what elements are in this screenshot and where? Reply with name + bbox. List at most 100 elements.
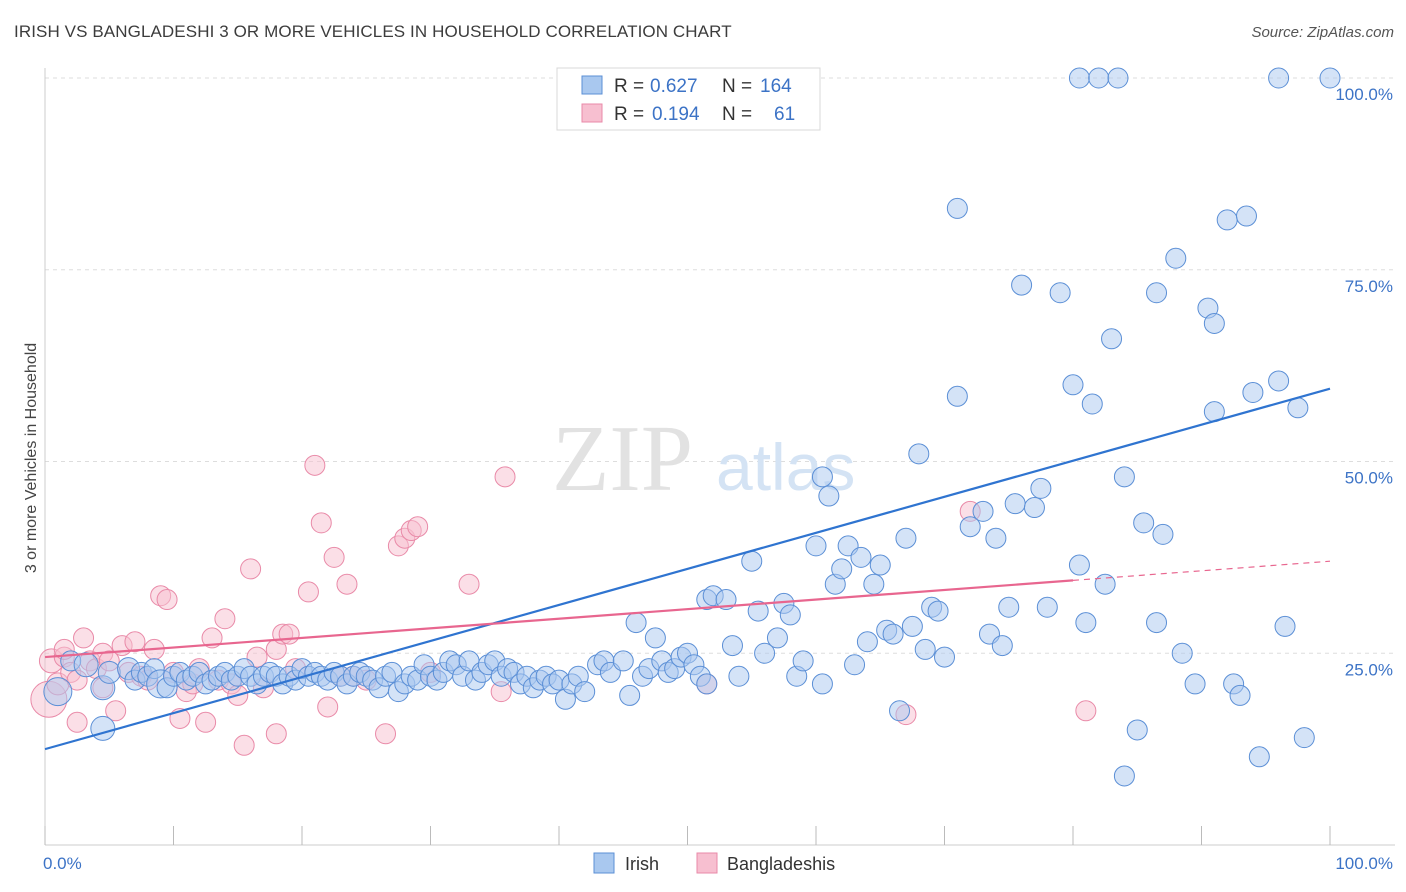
bangla-point-45: [310, 512, 332, 534]
irish-point-118: [869, 554, 891, 576]
irish-point-101: [747, 600, 769, 622]
irish-point-173: [1107, 67, 1129, 89]
irish-point-109: [811, 466, 833, 488]
irish-point-171: [1068, 67, 1090, 89]
irish-point-134: [991, 635, 1013, 657]
irish-swatch: [581, 75, 603, 95]
bangla-point-44: [304, 454, 326, 476]
y-tick-label-3: 100.0%: [1335, 85, 1393, 104]
irish-point-162: [1242, 381, 1264, 403]
bangla-point-46: [317, 696, 339, 718]
irish-point-153: [1152, 523, 1174, 545]
irish-r-value: 0.627: [650, 76, 698, 97]
bangla-point-55: [407, 516, 429, 538]
bangla-point-17: [124, 631, 146, 653]
legend-bangla-label: Bangladeshis: [727, 854, 835, 874]
y-tick-label-2: 75.0%: [1345, 277, 1393, 296]
irish-point-82: [619, 684, 641, 706]
irish-point-110: [818, 485, 840, 507]
watermark-zip: ZIP: [552, 407, 693, 511]
irish-point-159: [1216, 209, 1238, 231]
irish-point-127: [927, 600, 949, 622]
irish-point-133: [985, 527, 1007, 549]
series-legend: Irish Bangladeshis: [593, 852, 835, 874]
irish-point-136: [1004, 493, 1026, 515]
stats-legend: R = 0.627 N = 164 R = 0.194 N = 61: [556, 67, 821, 131]
bangla-point-22: [156, 589, 178, 611]
bangla-point-49: [336, 573, 358, 595]
irish-point-117: [863, 573, 885, 595]
bangla-point-47: [323, 546, 345, 568]
bangla-point-29: [201, 627, 223, 649]
irish-point-139: [1030, 477, 1052, 499]
bangla-r-value: 0.194: [652, 104, 700, 125]
irish-point-128: [934, 646, 955, 668]
irish-point-99: [728, 665, 750, 687]
irish-point-4: [90, 715, 116, 741]
bangla-r-label: R =: [614, 104, 644, 125]
irish-point-172: [1088, 67, 1110, 89]
bangla-point-60: [375, 723, 397, 745]
bangla-trend-line: [44, 579, 1074, 659]
irish-point-116: [856, 631, 878, 653]
y-axis-label: 3 or more Vehicles in Household: [23, 343, 40, 573]
irish-point-114: [844, 654, 866, 676]
source-label: Source: ZipAtlas.com: [1251, 24, 1394, 41]
bangla-point-35: [240, 558, 262, 580]
irish-point-129: [946, 385, 968, 407]
irish-point-124: [908, 443, 930, 465]
irish-point-102: [754, 642, 776, 664]
bangla-point-6: [66, 711, 88, 733]
bangla-trend-extension: [1072, 560, 1331, 581]
irish-point-135: [998, 596, 1020, 618]
irish-point-0: [43, 677, 73, 707]
irish-point-94: [696, 673, 718, 695]
x-tick-label-0: 0.0%: [43, 854, 82, 873]
x-tick-label-1: 100.0%: [1335, 854, 1393, 873]
irish-point-131: [972, 500, 994, 522]
y-tick-label-1: 50.0%: [1345, 469, 1393, 488]
irish-point-140: [1036, 596, 1058, 618]
irish-point-120: [882, 623, 904, 645]
irish-point-138: [1023, 497, 1045, 519]
irish-point-177: [1268, 67, 1290, 89]
legend-irish-swatch: [593, 852, 615, 874]
bangla-n-label: N =: [722, 104, 752, 125]
bangla-n-value: 61: [774, 104, 795, 125]
irish-point-151: [1146, 282, 1168, 304]
irish-point-122: [895, 527, 917, 549]
irish-n-value: 164: [760, 76, 792, 97]
irish-trend-line: [44, 387, 1331, 751]
irish-point-174: [1203, 312, 1225, 334]
irish-point-81: [612, 650, 634, 672]
irish-point-150: [1133, 512, 1155, 534]
irish-point-108: [805, 535, 827, 557]
irish-point-130: [959, 516, 981, 538]
irish-point-156: [1184, 673, 1206, 695]
bangla-point-43: [297, 581, 319, 603]
irish-point-97: [715, 589, 737, 611]
irish-point-163: [1248, 746, 1270, 768]
irish-point-168: [811, 673, 833, 695]
irish-point-112: [831, 558, 853, 580]
chart-title: IRISH VS BANGLADESHI 3 OR MORE VEHICLES …: [14, 22, 732, 41]
legend-irish-label: Irish: [625, 854, 659, 874]
irish-point-148: [1113, 466, 1135, 488]
irish-point-154: [1165, 247, 1187, 269]
irish-r-label: R =: [614, 76, 644, 97]
irish-point-105: [779, 604, 801, 626]
irish-point-170: [946, 197, 968, 219]
irish-point-143: [1068, 554, 1090, 576]
legend-bangla-swatch: [696, 852, 718, 874]
irish-n-label: N =: [722, 76, 752, 97]
irish-point-146: [1094, 573, 1116, 595]
irish-point-121: [889, 700, 911, 722]
irish-point-165: [1274, 615, 1296, 637]
tick-labels: 25.0% 50.0% 75.0% 100.0% 0.0% 100.0%: [43, 85, 1393, 873]
irish-point-125: [914, 638, 936, 660]
bangla-point-64: [1075, 700, 1097, 722]
irish-point-103: [766, 627, 788, 649]
irish-point-141: [1049, 282, 1071, 304]
irish-point-149: [1126, 719, 1148, 741]
